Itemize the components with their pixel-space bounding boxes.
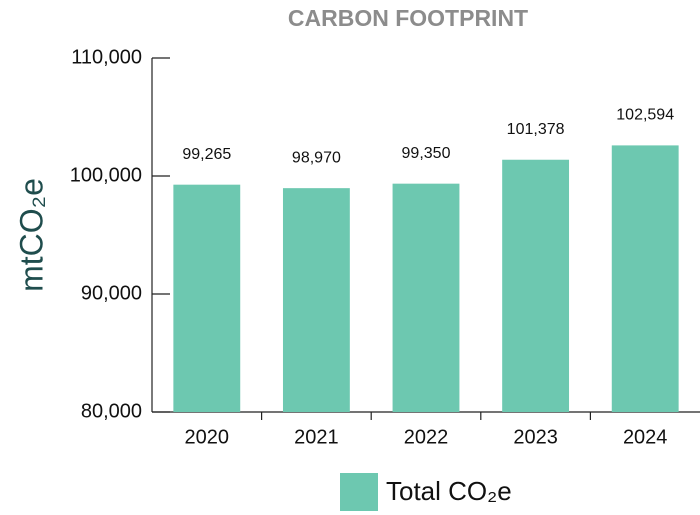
- y-tick-label: 110,000: [71, 46, 142, 68]
- chart-title: CARBON FOOTPRINT: [288, 5, 528, 31]
- data-label: 99,265: [182, 146, 231, 163]
- bar: [611, 145, 679, 412]
- bar: [282, 188, 350, 412]
- x-tick-label: 2023: [513, 426, 558, 448]
- x-tick-label: 2021: [294, 426, 339, 448]
- legend-label: Total CO₂e: [386, 476, 512, 506]
- data-label: 102,594: [616, 107, 674, 124]
- bar: [392, 183, 460, 412]
- y-tick-label: 90,000: [81, 282, 142, 304]
- legend-swatch: [340, 473, 378, 511]
- data-label: 98,970: [292, 149, 341, 166]
- y-tick-label: 80,000: [81, 400, 142, 422]
- y-tick-label: 100,000: [70, 164, 142, 186]
- bar: [502, 159, 570, 412]
- x-tick-label: 2022: [404, 426, 449, 448]
- data-label: 99,350: [402, 145, 451, 162]
- x-tick-label: 2020: [185, 426, 230, 448]
- bar: [173, 184, 241, 412]
- x-tick-label: 2024: [623, 426, 668, 448]
- y-axis-label: mtCO₂e: [13, 178, 49, 292]
- data-label: 101,378: [507, 121, 565, 138]
